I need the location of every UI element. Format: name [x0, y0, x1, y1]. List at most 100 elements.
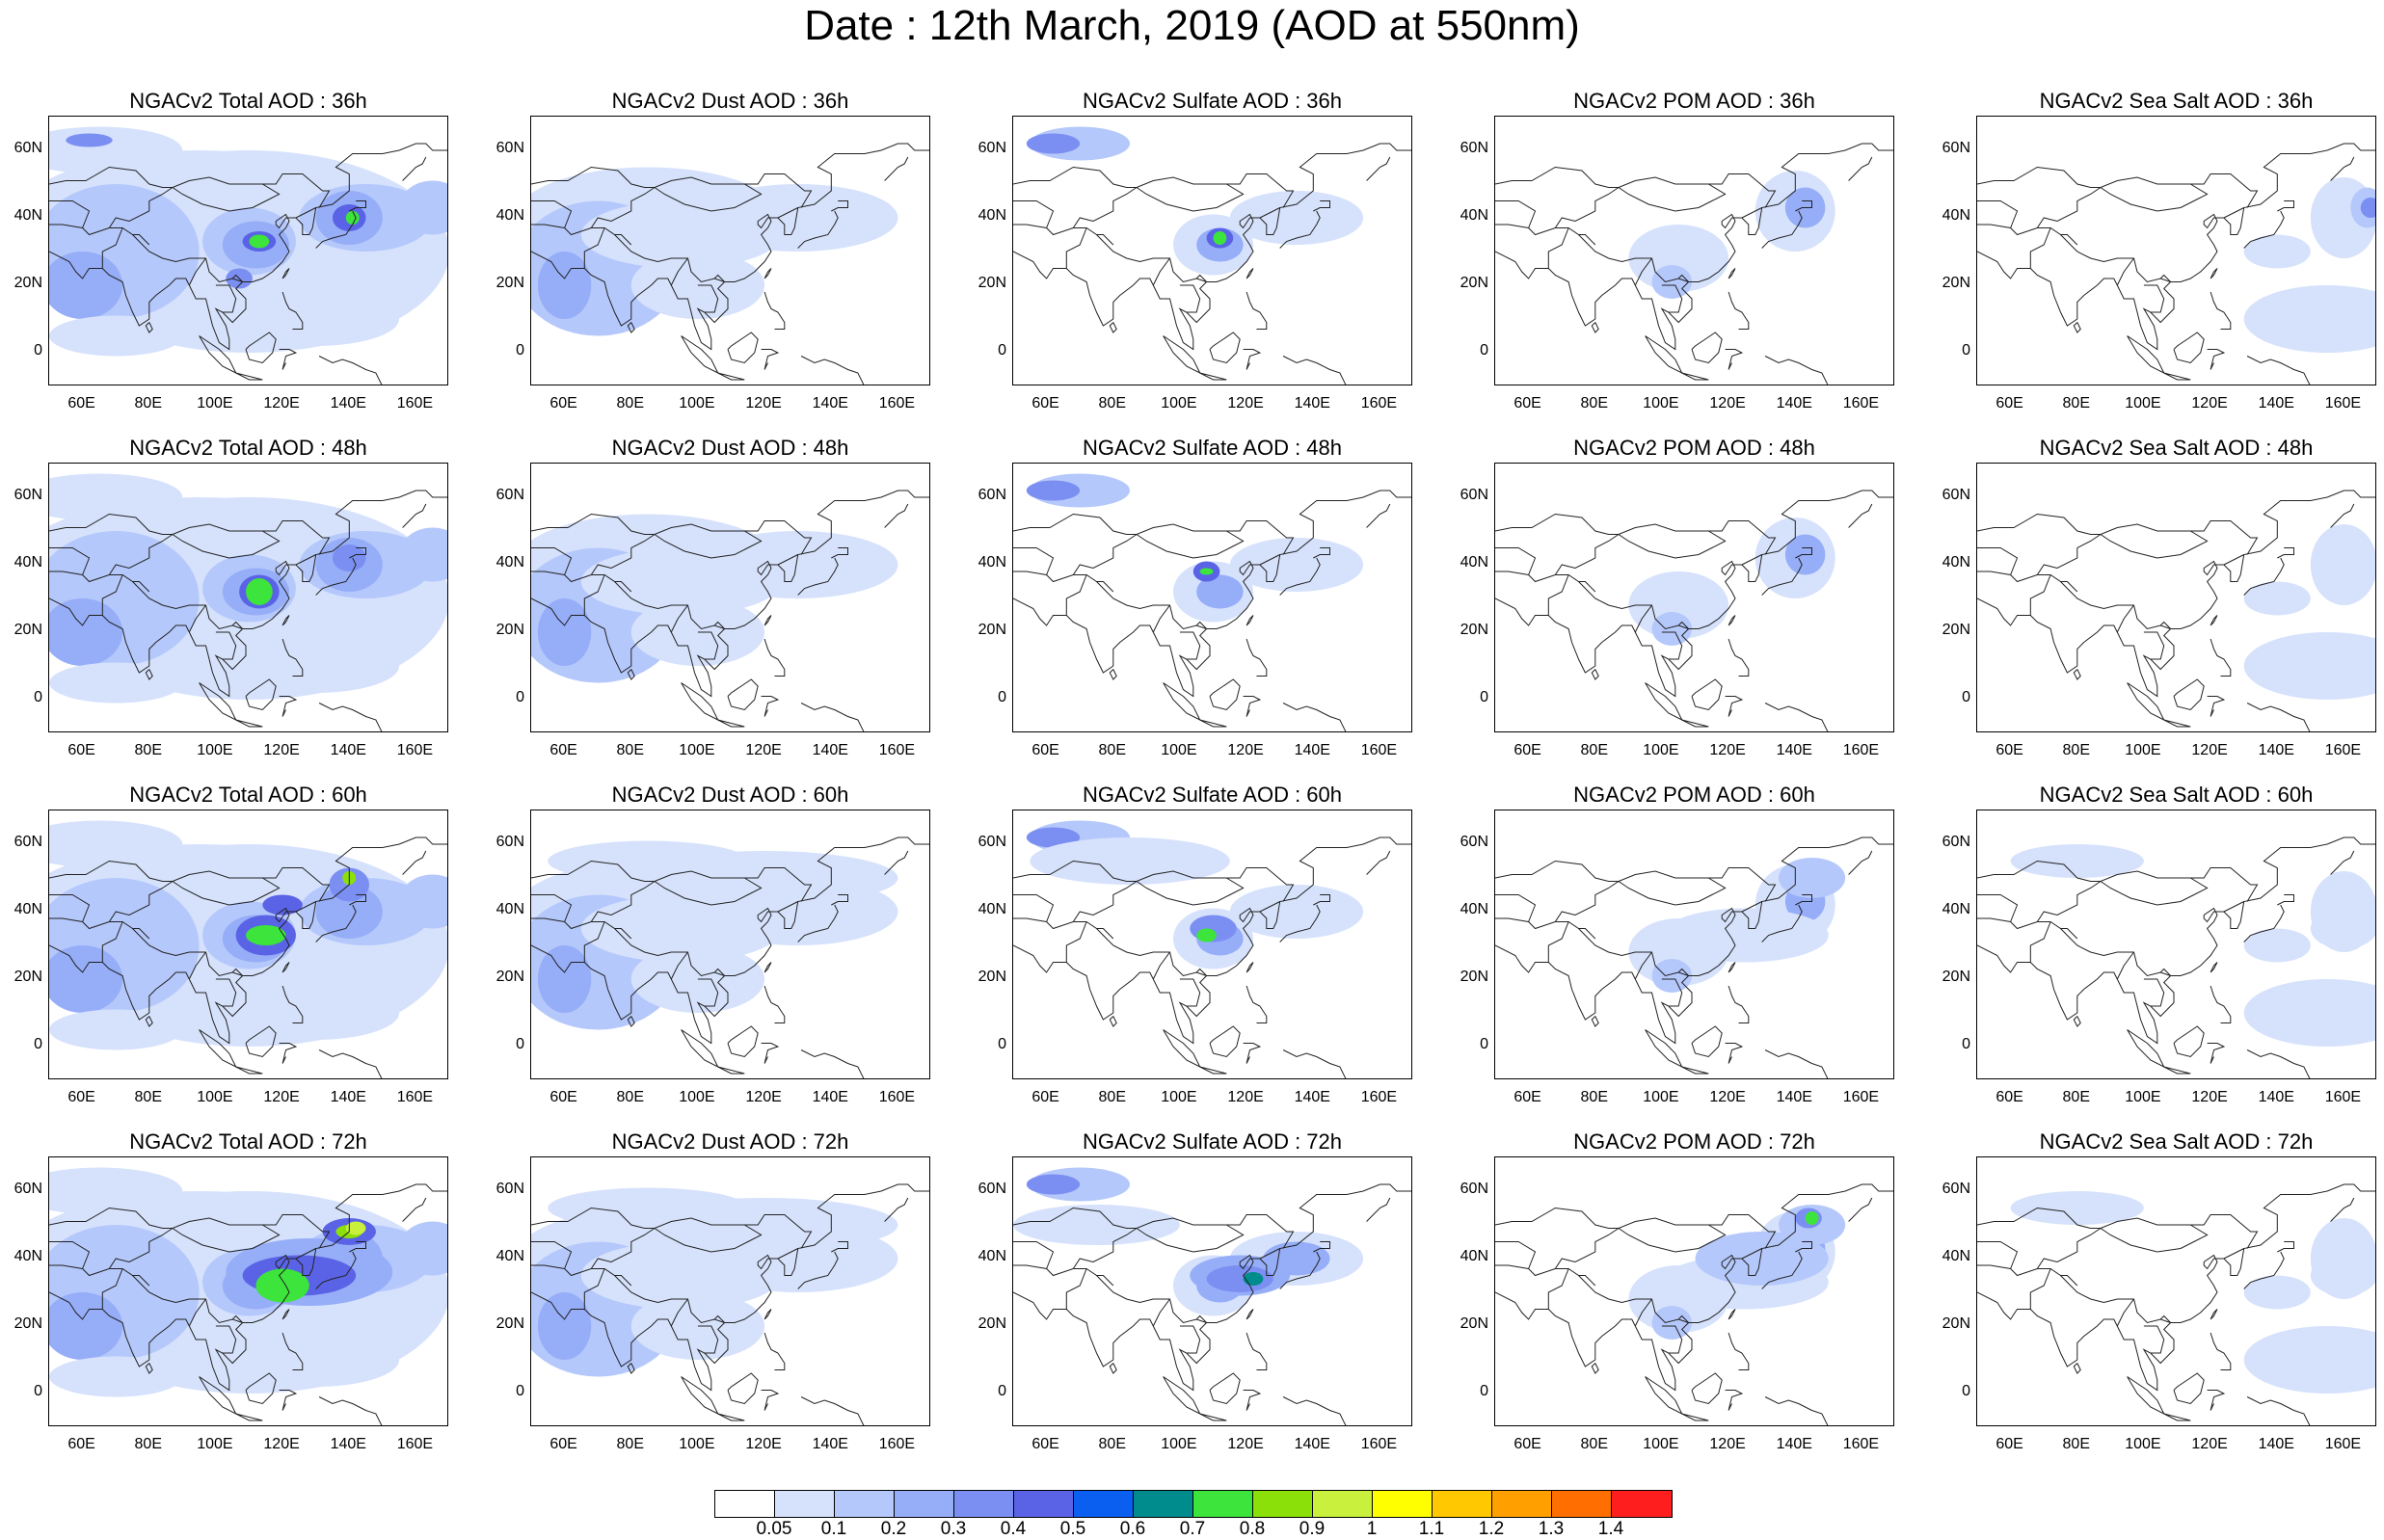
- lon-tick-label: 120E: [745, 1089, 782, 1105]
- coastline: [101, 1268, 123, 1310]
- coastline: [1209, 332, 1241, 364]
- lat-tick-label: 20N: [13, 1315, 42, 1332]
- coastline: [2277, 200, 2294, 212]
- coastline: [281, 638, 304, 677]
- aod-cell: [49, 315, 183, 357]
- coastline: [318, 356, 383, 385]
- coastline: [531, 1183, 929, 1392]
- coastline: [2143, 1325, 2165, 1354]
- coastline: [614, 928, 632, 940]
- lon-tick-label: 160E: [2324, 1436, 2362, 1452]
- aod-cell: [246, 925, 286, 945]
- aod-field: [531, 143, 929, 385]
- coastline: [1977, 571, 2171, 630]
- coastline: [2116, 257, 2134, 286]
- lon-tick-label: 60E: [1513, 1436, 1541, 1452]
- lon-tick-label: 140E: [330, 742, 366, 758]
- lat-tick-label: 40N: [496, 207, 524, 224]
- map-plot: [1012, 116, 1412, 385]
- map-panel: NGACv2 POM AOD : 48h 60N 40N 20N 0 60E 80E 100E…: [1460, 436, 1894, 790]
- lat-tick-label: 40N: [13, 1248, 42, 1264]
- lon-tick-label: 120E: [745, 395, 782, 412]
- lon-tick-label: 60E: [1513, 395, 1541, 412]
- colorbar-cell: [1373, 1491, 1433, 1517]
- aod-cell: [697, 531, 898, 598]
- lon-tick-label: 80E: [2062, 395, 2090, 412]
- coastline: [1246, 1332, 1268, 1370]
- lon-tick-label: 80E: [1580, 1436, 1608, 1452]
- lat-tick-label: 0: [1962, 1383, 1970, 1399]
- coastline: [1761, 1251, 1803, 1289]
- coastline: [1096, 234, 1114, 246]
- aod-cell: [1026, 133, 1081, 154]
- panel-title: NGACv2 Sea Salt AOD : 48h: [2039, 436, 2314, 460]
- lon-tick-label: 160E: [396, 395, 434, 412]
- coastline: [670, 1298, 688, 1327]
- aod-field: [1495, 490, 1893, 731]
- coastline: [199, 682, 237, 722]
- coastline: [2029, 227, 2051, 269]
- aod-cell: [2243, 234, 2311, 269]
- coastline: [2159, 968, 2171, 976]
- lon-tick-label: 120E: [263, 1436, 300, 1452]
- coastline: [1072, 881, 1138, 922]
- coastline: [402, 1197, 427, 1222]
- map-panel: NGACv2 Sea Salt AOD : 72h 60N 40N 20N 0 60E 80…: [1942, 1129, 2376, 1484]
- aod-cell: [2310, 908, 2375, 949]
- coastline: [281, 615, 290, 626]
- coastline: [1246, 962, 1254, 973]
- lat-tick-label: 40N: [1460, 554, 1488, 571]
- colorbar-label: 1.1: [1418, 1519, 1445, 1539]
- coastline: [2073, 322, 2081, 333]
- coastline: [1728, 615, 1736, 626]
- coastline: [1661, 284, 1683, 313]
- lat-tick-label: 60N: [13, 834, 42, 850]
- coastline: [531, 143, 929, 351]
- coastline: [132, 581, 150, 593]
- aod-field: [1013, 820, 1411, 1078]
- lon-tick-label: 120E: [2191, 1089, 2228, 1105]
- coastline: [295, 901, 316, 913]
- map-panel: NGACv2 Dust AOD : 36h 60N 40N 20N 0 60E 80E 100…: [496, 89, 930, 443]
- coastline: [727, 1372, 759, 1405]
- coastline: [1618, 1224, 1727, 1253]
- coastline: [884, 156, 909, 181]
- coastline: [2277, 894, 2294, 906]
- coastline: [1677, 1314, 1689, 1323]
- coastline: [627, 669, 635, 680]
- coastline: [1096, 1275, 1114, 1287]
- coastline: [884, 503, 909, 528]
- lat-tick-label: 20N: [1942, 622, 1970, 638]
- coastline: [1977, 894, 2019, 922]
- lat-tick-label: 60N: [978, 140, 1006, 156]
- coastline: [713, 968, 725, 976]
- coastline: [531, 490, 929, 698]
- aod-cell: [548, 840, 748, 882]
- coastline: [1634, 604, 1652, 633]
- coastline: [2210, 1309, 2218, 1320]
- coastline: [1795, 894, 1812, 906]
- colorbar-cell: [1313, 1491, 1373, 1517]
- coastline: [831, 200, 848, 212]
- lat-tick-label: 40N: [978, 207, 1006, 224]
- lon-tick-label: 120E: [1227, 1436, 1264, 1452]
- aod-field: [49, 820, 447, 1078]
- coastline: [2173, 1025, 2205, 1058]
- coastline: [1152, 257, 1170, 286]
- lon-tick-label: 100E: [2125, 1089, 2161, 1105]
- aod-cell: [66, 133, 113, 147]
- lat-tick-label: 40N: [978, 1248, 1006, 1264]
- lon-tick-label: 140E: [2258, 395, 2294, 412]
- coastline: [761, 349, 780, 370]
- coastline: [215, 1325, 237, 1354]
- coastline: [1645, 682, 1683, 722]
- aod-cell: [1651, 959, 1693, 993]
- aod-cell: [1196, 574, 1244, 609]
- lat-tick-label: 20N: [1942, 1315, 1970, 1332]
- map-panel: NGACv2 Dust AOD : 72h 60N 40N 20N 0 60E 80E 100…: [496, 1129, 930, 1484]
- coastline: [231, 621, 243, 629]
- aod-cell: [49, 598, 123, 666]
- coastline: [1495, 894, 1537, 922]
- coastline: [295, 207, 316, 219]
- coastline: [531, 166, 813, 208]
